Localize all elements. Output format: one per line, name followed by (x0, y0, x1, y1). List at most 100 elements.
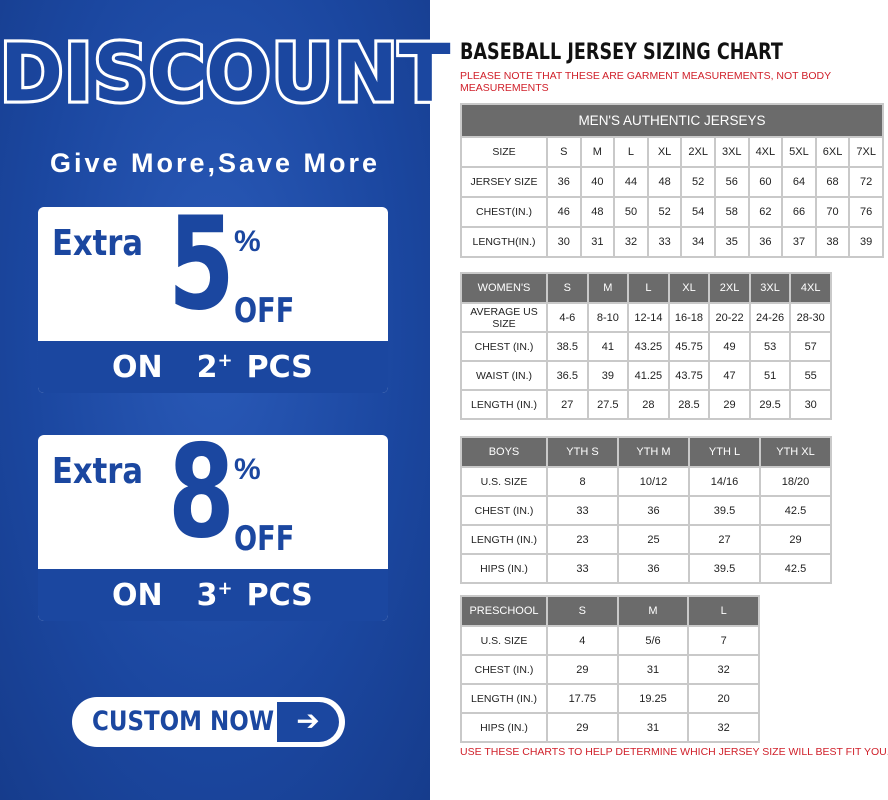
header-cell: WOMEN'S (460, 272, 548, 304)
table-cell: 7XL (848, 136, 884, 168)
promo-banner: DISCOUNT Give More,Save More Extra 5 % O… (0, 0, 454, 800)
table-cell: 34 (680, 226, 716, 258)
offer-card-8: Extra 8 % OFF ON 3+ PCS (38, 435, 388, 621)
header-cell: PRESCHOOL (460, 595, 548, 627)
table-cell: 39.5 (688, 495, 761, 526)
table-cell: 38 (814, 226, 851, 258)
table-cell: 54 (680, 196, 716, 228)
table-cell: CHEST (IN.) (460, 331, 548, 362)
table-cell: 29.5 (748, 389, 792, 420)
offer-condition: ON 3+ PCS (38, 569, 388, 621)
table-cell: CHEST (IN.) (460, 495, 548, 526)
qty: 3+ (196, 577, 233, 613)
table-cell: 36 (546, 166, 582, 198)
table-cell: 29 (708, 389, 751, 420)
extra-label: Extra (52, 223, 144, 264)
table-row: HIPS (IN.) 33 36 39.5 42.5 (460, 553, 832, 584)
table-cell: 28.5 (667, 389, 711, 420)
table-cell: 31 (616, 654, 690, 685)
table-cell: 57 (789, 331, 832, 362)
header-cell: S (546, 272, 589, 304)
table-cell: 29 (759, 524, 832, 555)
table-cell: LENGTH (IN.) (460, 524, 548, 555)
pcs-label: PCS (246, 349, 313, 385)
table-row: LENGTH(IN.) 30 31 32 33 34 35 36 37 38 39 (460, 226, 884, 258)
table-cell: 6XL (814, 136, 851, 168)
offer-condition: ON 2+ PCS (38, 341, 388, 393)
extra-label: Extra (52, 451, 144, 492)
header-cell: YTH M (617, 436, 690, 468)
table-cell: 36 (617, 553, 690, 584)
offer-number: 8 (168, 435, 235, 567)
table-cell: 36 (617, 495, 690, 526)
table-cell: 46 (546, 196, 582, 228)
table-row: CHEST (IN.) 29 31 32 (460, 654, 760, 685)
table-cell: 44 (613, 166, 649, 198)
table-cell: WAIST (IN.) (460, 360, 548, 391)
table-cell: 36 (747, 226, 784, 258)
discount-headline: DISCOUNT (0, 23, 454, 123)
table-cell: LENGTH (IN.) (460, 389, 548, 420)
table-cell: 33 (546, 553, 619, 584)
table-cell: 30 (789, 389, 832, 420)
table-cell: 25 (617, 524, 690, 555)
table-cell: 27 (688, 524, 761, 555)
header-cell: YTH L (688, 436, 761, 468)
table-row: LENGTH (IN.) 27 27.5 28 28.5 29 29.5 30 (460, 389, 832, 420)
table-cell: HIPS (IN.) (460, 712, 548, 743)
table-cell: 17.75 (546, 683, 619, 714)
table-cell: 66 (781, 196, 817, 228)
header-cell: YTH S (546, 436, 619, 468)
table-cell: 31 (579, 226, 616, 258)
table-cell: 2XL (680, 136, 716, 168)
header-cell: M (586, 272, 630, 304)
table-cell: 28 (627, 389, 670, 420)
table-cell: 33 (646, 226, 683, 258)
table-cell: 35 (713, 226, 750, 258)
table-cell: 36.5 (546, 360, 589, 391)
table-cell: 28-30 (789, 302, 832, 333)
table-row: CHEST (IN.) 38.5 41 43.25 45.75 49 53 57 (460, 331, 832, 362)
header-cell: 3XL (748, 272, 792, 304)
table-cell: 55 (789, 360, 832, 391)
table-cell: 60 (747, 166, 784, 198)
table-cell: 56 (713, 166, 750, 198)
table-cell: 29 (546, 712, 619, 743)
table-cell: 8-10 (586, 302, 630, 333)
table-cell: 14/16 (688, 466, 761, 497)
table-cell: 43.25 (627, 331, 670, 362)
womens-table: WOMEN'S S M L XL 2XL 3XL 4XL AVERAGE US SIZE 4-6 8… (460, 272, 832, 420)
header-cell: S (546, 595, 619, 627)
table-row: WAIST (IN.) 36.5 39 41.25 43.75 47 51 55 (460, 360, 832, 391)
table-row: SIZE S M L XL 2XL 3XL 4XL 5XL 6XL 7XL (460, 136, 884, 168)
table-row: JERSEY SIZE 36 40 44 48 52 56 60 64 68 72 (460, 166, 884, 198)
header-cell: 4XL (789, 272, 832, 304)
table-cell: 27.5 (586, 389, 630, 420)
table-cell: U.S. SIZE (460, 625, 548, 656)
table-cell: 3XL (713, 136, 750, 168)
header-cell: MEN'S AUTHENTIC JERSEYS (460, 103, 884, 138)
table-cell: 41.25 (627, 360, 670, 391)
table-row: CHEST(IN.) 46 48 50 52 54 58 62 66 70 76 (460, 196, 884, 228)
table-cell: 32 (687, 654, 760, 685)
table-cell: L (613, 136, 649, 168)
custom-now-button[interactable]: CUSTOM NOW ➔ (72, 697, 345, 747)
offer-number: 5 (168, 207, 235, 339)
table-cell: AVERAGE US SIZE (460, 302, 548, 333)
table-cell: 12-14 (627, 302, 670, 333)
table-cell: 42.5 (759, 553, 832, 584)
header-cell: 2XL (708, 272, 751, 304)
table-cell: 50 (613, 196, 649, 228)
table-cell: 5/6 (616, 625, 690, 656)
table-cell: 43.75 (667, 360, 711, 391)
table-cell: 4-6 (546, 302, 589, 333)
percent-sign: % (234, 225, 261, 258)
table-cell: 48 (646, 166, 683, 198)
table-cell: 31 (616, 712, 690, 743)
cta-label: CUSTOM NOW (92, 706, 275, 737)
table-cell: 19.25 (616, 683, 690, 714)
table-cell: 70 (814, 196, 851, 228)
table-cell: CHEST (IN.) (460, 654, 548, 685)
table-cell: LENGTH(IN.) (460, 226, 548, 258)
table-cell: 48 (579, 196, 616, 228)
